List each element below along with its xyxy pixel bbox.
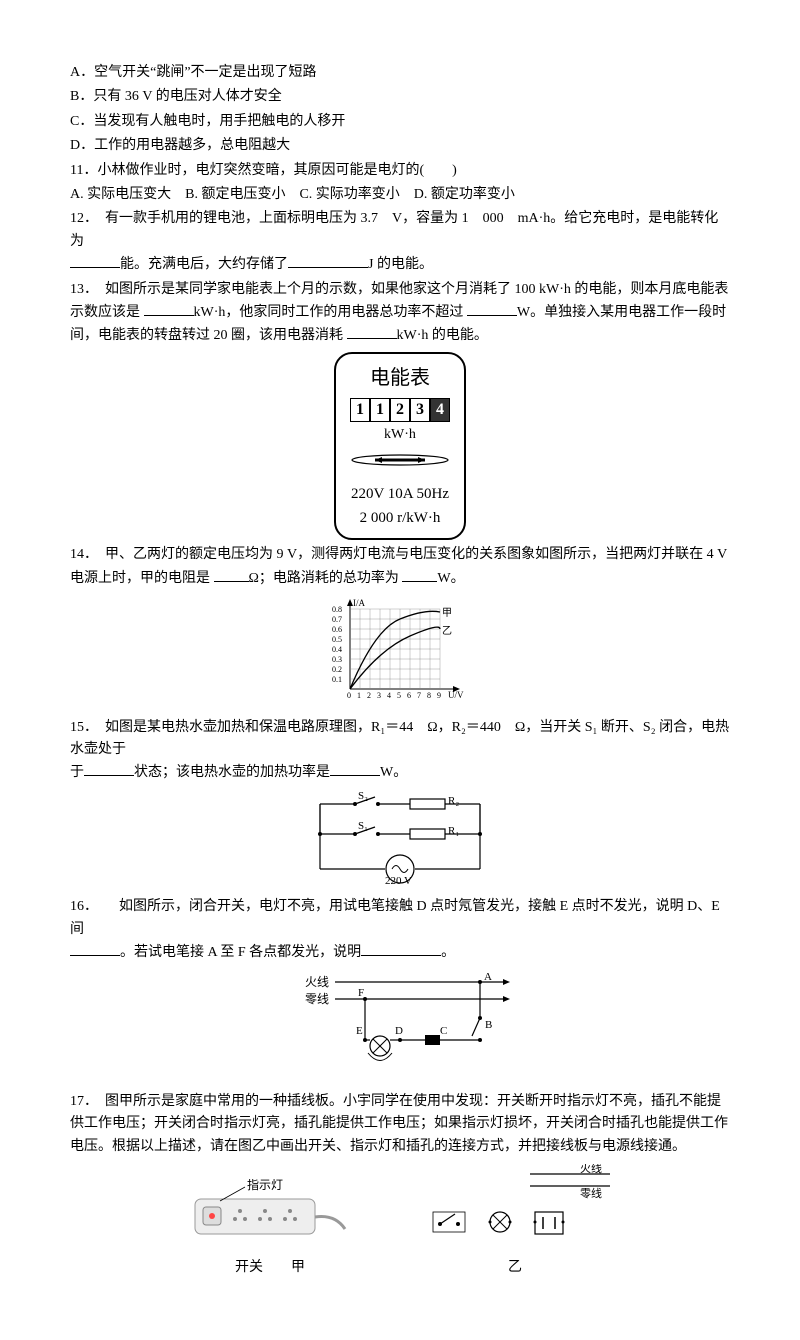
q17-fig-a: 指示灯 开关 甲 xyxy=(185,1179,355,1280)
q17-fig-b: 火线 零线 乙 xyxy=(415,1164,615,1280)
svg-text:A: A xyxy=(484,971,492,983)
fig-b-label: 乙 xyxy=(415,1257,615,1279)
q12: 12． 有一款手机用的锂电池，上面标明电压为 3.7 V，容量为 1 000 m… xyxy=(70,208,730,276)
blank xyxy=(347,324,397,339)
svg-text:7: 7 xyxy=(417,691,421,700)
circuit-q16: 火线 零线 A F B C D E xyxy=(70,968,730,1086)
meter-digit: 1 xyxy=(370,398,390,422)
svg-text:0.4: 0.4 xyxy=(332,645,342,654)
q16-part3: 。 xyxy=(441,945,455,960)
blank xyxy=(361,941,441,956)
blank xyxy=(144,301,194,316)
svg-text:0.5: 0.5 xyxy=(332,635,342,644)
svg-text:D: D xyxy=(395,1025,403,1037)
svg-text:0.3: 0.3 xyxy=(332,655,342,664)
meter-digits: 1 1 2 3 4 xyxy=(350,398,450,422)
meter-digit: 4 xyxy=(430,398,450,422)
svg-text:零线: 零线 xyxy=(305,992,329,1006)
svg-text:指示灯: 指示灯 xyxy=(247,1179,283,1192)
q16: 16． 如图所示，闭合开关，电灯不亮，用试电笔接触 D 点时氖管发光，接触 E … xyxy=(70,896,730,964)
q14-part3: W。 xyxy=(437,571,464,586)
svg-text:2: 2 xyxy=(367,691,371,700)
energy-meter-figure: 电能表 1 1 2 3 4 kW·h 220V 10A 50Hz 2 000 r… xyxy=(70,352,730,541)
blank xyxy=(288,253,368,268)
meter-digit: 3 xyxy=(410,398,430,422)
svg-text:R₁: R₁ xyxy=(448,825,459,837)
q13-part2: kW·h，他家同时工作的用电器总功率不超过 xyxy=(194,305,464,320)
svg-text:R₂: R₂ xyxy=(448,795,459,807)
svg-text:0.2: 0.2 xyxy=(332,665,342,674)
svg-text:零线: 零线 xyxy=(580,1186,602,1200)
svg-text:S₁: S₁ xyxy=(358,820,368,832)
q14-part2: Ω；电路消耗的总功率为 xyxy=(249,571,399,586)
q10-opt-c: C．当发现有人触电时，用手把触电的人移开 xyxy=(70,111,730,133)
svg-text:甲: 甲 xyxy=(442,608,452,619)
blank xyxy=(70,253,120,268)
meter-digit: 1 xyxy=(350,398,370,422)
svg-text:火线: 火线 xyxy=(580,1164,602,1175)
q15-part1: 15． 如图是某电热水壶加热和保温电路原理图，R₁＝44 Ω，R₂＝440 Ω，… xyxy=(70,720,729,757)
q15-prefix: 于 xyxy=(70,765,84,780)
svg-text:4: 4 xyxy=(387,691,391,700)
q13-part4: kW·h 的电能。 xyxy=(397,328,488,343)
svg-text:火线: 火线 xyxy=(305,975,329,989)
blank xyxy=(84,761,134,776)
blank xyxy=(70,941,120,956)
svg-text:F: F xyxy=(358,987,364,999)
iv-chart: I/A U/V 0.8 0.7 0.6 0.5 0.4 0.3 0.2 0.1 … xyxy=(320,594,480,704)
svg-text:U/V: U/V xyxy=(448,690,464,700)
q15: 15． 如图是某电热水壶加热和保温电路原理图，R₁＝44 Ω，R₂＝440 Ω，… xyxy=(70,717,730,785)
meter-spec-1: 220V 10A 50Hz xyxy=(350,482,450,506)
blank xyxy=(467,301,517,316)
q12-part3: J 的电能。 xyxy=(368,257,433,272)
svg-text:8: 8 xyxy=(427,691,431,700)
svg-text:E: E xyxy=(356,1025,363,1037)
iv-chart-figure: I/A U/V 0.8 0.7 0.6 0.5 0.4 0.3 0.2 0.1 … xyxy=(70,594,730,712)
q12-part2: 能。充满电后，大约存储了 xyxy=(120,257,288,272)
svg-text:0.6: 0.6 xyxy=(332,625,342,634)
svg-text:1: 1 xyxy=(357,691,361,700)
svg-text:5: 5 xyxy=(397,691,401,700)
svg-text:9: 9 xyxy=(437,691,441,700)
svg-text:6: 6 xyxy=(407,691,411,700)
q13: 13． 如图所示是某同学家电能表上个月的示数，如果他家这个月消耗了 100 kW… xyxy=(70,279,730,348)
svg-text:0.1: 0.1 xyxy=(332,675,342,684)
meter-disc-icon xyxy=(350,452,450,468)
fig-a-label: 甲 xyxy=(291,1260,305,1275)
q15-part2: 状态；该电热水壶的加热功率是 xyxy=(134,765,330,780)
meter-unit: kW·h xyxy=(350,424,450,446)
switch-label: 开关 xyxy=(235,1260,263,1275)
svg-text:0.7: 0.7 xyxy=(332,615,342,624)
svg-text:C: C xyxy=(440,1025,447,1037)
meter-title: 电能表 xyxy=(350,362,450,394)
svg-text:乙: 乙 xyxy=(442,625,452,637)
svg-text:I/A: I/A xyxy=(353,598,365,608)
q11-options: A. 实际电压变大 B. 额定电压变小 C. 实际功率变小 D. 额定功率变小 xyxy=(70,184,730,206)
svg-text:220 V: 220 V xyxy=(385,875,412,884)
circuit-q15: 220 V S₂ R₂ S₁ R₁ xyxy=(70,789,730,892)
q17: 17． 图甲所示是家庭中常用的一种插线板。小宇同学在使用中发现：开关断开时指示灯… xyxy=(70,1091,730,1158)
q14: 14． 甲、乙两灯的额定电压均为 9 V，测得两灯电流与电压变化的关系图象如图所… xyxy=(70,544,730,590)
q12-part1: 12． 有一款手机用的锂电池，上面标明电压为 3.7 V，容量为 1 000 m… xyxy=(70,211,718,248)
blank xyxy=(330,761,380,776)
meter-digit: 2 xyxy=(390,398,410,422)
q16-part1: 16． 如图所示，闭合开关，电灯不亮，用试电笔接触 D 点时氖管发光，接触 E … xyxy=(70,899,720,936)
q17-figures: 指示灯 开关 甲 火线 零线 乙 xyxy=(70,1164,730,1280)
q14-part1: 14． 甲、乙两灯的额定电压均为 9 V，测得两灯电流与电压变化的关系图象如图所… xyxy=(70,547,727,585)
meter-spec-2: 2 000 r/kW·h xyxy=(350,506,450,530)
svg-text:0: 0 xyxy=(347,691,351,700)
blank xyxy=(214,567,249,582)
svg-text:0.8: 0.8 xyxy=(332,605,342,614)
svg-text:B: B xyxy=(485,1019,492,1031)
svg-text:S₂: S₂ xyxy=(358,790,368,802)
q16-part2: 。若试电笔接 A 至 F 各点都发光，说明 xyxy=(120,945,361,960)
q11-stem: 11．小林做作业时，电灯突然变暗，其原因可能是电灯的( ) xyxy=(70,160,730,182)
q10-opt-a: A．空气开关“跳闸”不一定是出现了短路 xyxy=(70,62,730,84)
q10-opt-d: D．工作的用电器越多，总电阻越大 xyxy=(70,135,730,157)
blank xyxy=(402,567,437,582)
q10-opt-b: B．只有 36 V 的电压对人体才安全 xyxy=(70,86,730,108)
svg-text:3: 3 xyxy=(377,691,381,700)
q15-part3: W。 xyxy=(380,765,407,780)
